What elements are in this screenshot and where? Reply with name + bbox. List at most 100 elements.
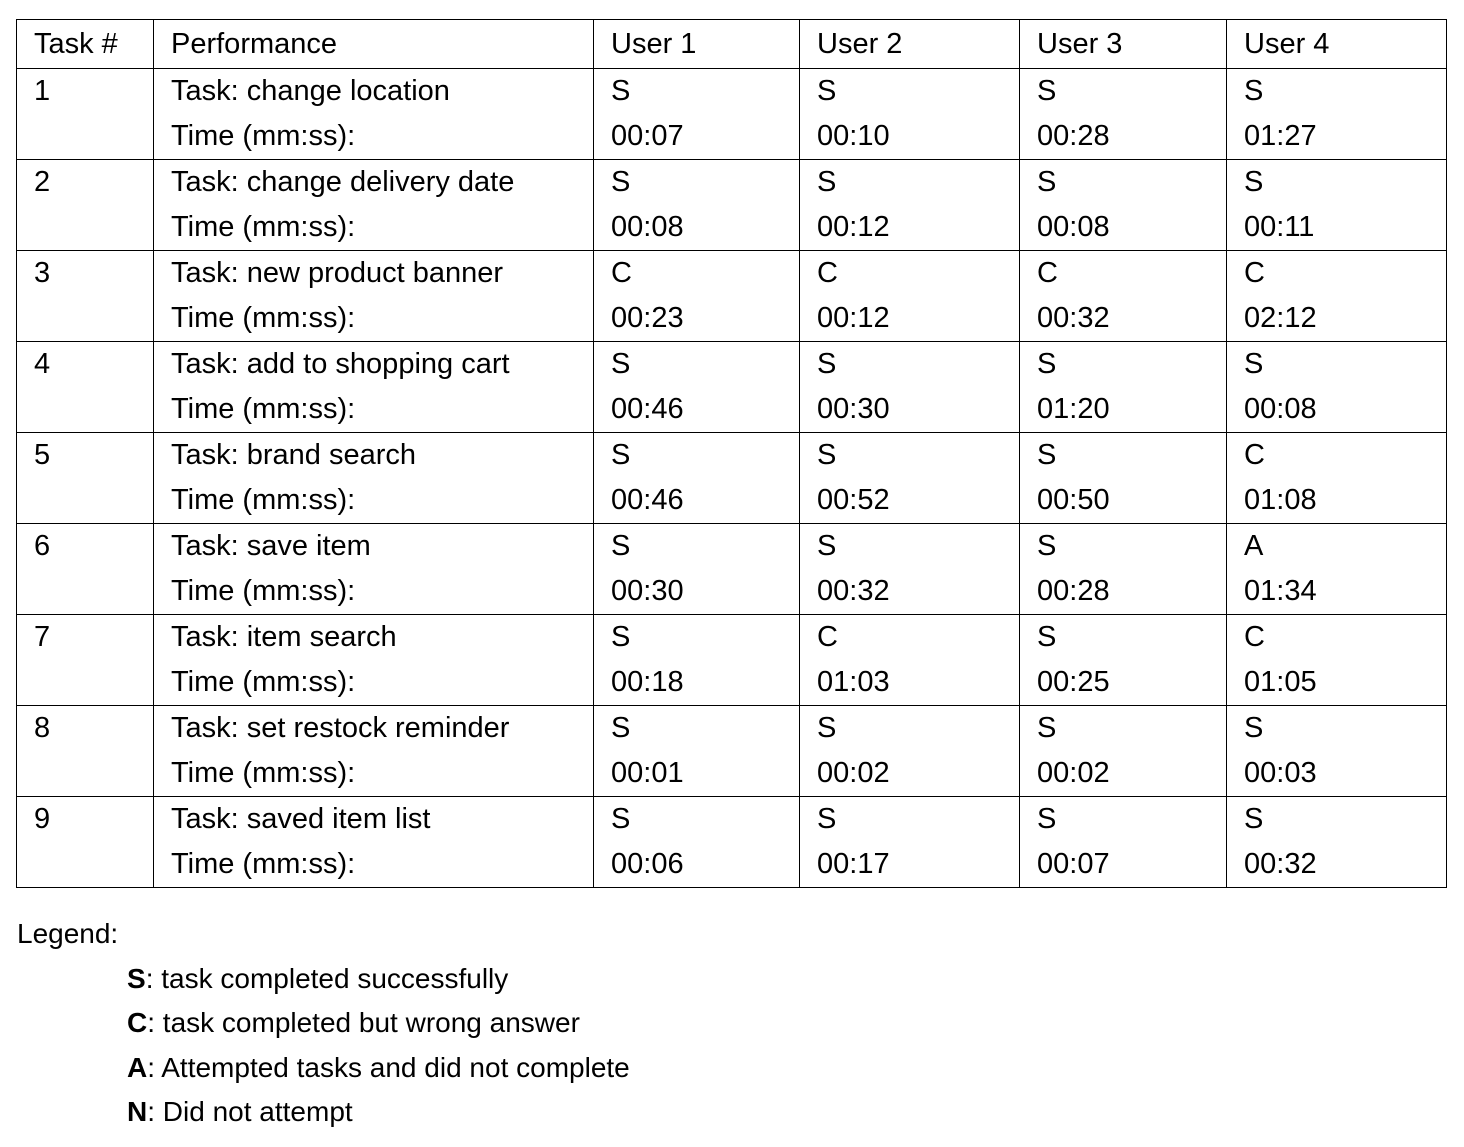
result-code: S [1037,75,1057,107]
result-time: 00:17 [817,848,890,880]
result-time: 00:08 [1037,211,1110,243]
legend-item: A: Attempted tasks and did not complete [127,1046,630,1091]
user-1-result: S 00:08 [593,159,800,251]
user-3-result: S 00:08 [1019,159,1227,251]
task-name: Task: brand search [171,439,417,471]
result-code: S [1037,166,1057,198]
task-name: Task: change location [171,75,450,107]
time-label: Time (mm:ss): [171,120,356,152]
user-2-result: S 00:17 [799,796,1020,888]
result-time: 01:34 [1244,575,1317,607]
task-number: 3 [16,250,154,342]
result-time: 00:28 [1037,120,1110,152]
result-time: 00:46 [611,484,684,516]
result-code: A [1244,530,1264,562]
result-time: 00:07 [611,120,684,152]
task-number: 7 [16,614,154,706]
result-code: S [611,439,631,471]
user-3-result: S 00:02 [1019,705,1227,797]
legend-code: N [127,1096,148,1127]
result-time: 00:23 [611,302,684,334]
result-time: 00:11 [1244,211,1315,243]
time-label: Time (mm:ss): [171,211,356,243]
table-row: 3 Task: new product banner Time (mm:ss): C 0… [16,250,1447,342]
user-4-result: S 00:11 [1226,159,1447,251]
task-number: 8 [16,705,154,797]
user-4-result: S 00:03 [1226,705,1447,797]
result-code: C [817,257,838,289]
user-2-result: S 00:12 [799,159,1020,251]
performance-cell: Task: brand search Time (mm:ss): [153,432,594,524]
result-code: C [1244,257,1265,289]
task-number: 9 [16,796,154,888]
result-code: S [1037,348,1057,380]
result-time: 02:12 [1244,302,1317,334]
result-time: 00:12 [817,211,890,243]
user-4-result: S 00:32 [1226,796,1447,888]
result-time: 00:07 [1037,848,1110,880]
legend-text: : Did not attempt [147,1096,353,1127]
performance-cell: Task: item search Time (mm:ss): [153,614,594,706]
time-label: Time (mm:ss): [171,484,356,516]
header-row: Task # Performance User 1 User 2 User 3 … [16,19,1447,69]
table-row: 6 Task: save item Time (mm:ss): S 00:30 S 00:3… [16,523,1447,615]
result-time: 00:32 [817,575,890,607]
result-code: S [611,621,631,653]
table-row: 7 Task: item search Time (mm:ss): S 00:18 C 01… [16,614,1447,706]
user-4-result: S 00:08 [1226,341,1447,433]
performance-cell: Task: set restock reminder Time (mm:ss): [153,705,594,797]
task-name: Task: set restock reminder [171,712,510,744]
user-3-result: S 00:07 [1019,796,1227,888]
table-row: 4 Task: add to shopping cart Time (mm:ss):… [16,341,1447,433]
legend-item: S: task completed successfully [127,957,630,1002]
result-code: S [611,530,631,562]
result-time: 00:18 [611,666,684,698]
result-code: S [1037,803,1057,835]
user-4-result: C 01:05 [1226,614,1447,706]
result-code: S [817,75,837,107]
result-code: S [611,803,631,835]
user-1-result: S 00:30 [593,523,800,615]
result-code: S [1037,439,1057,471]
header-user-1: User 1 [593,19,800,69]
result-time: 00:30 [611,575,684,607]
time-label: Time (mm:ss): [171,575,356,607]
user-1-result: S 00:01 [593,705,800,797]
user-1-result: C 00:23 [593,250,800,342]
result-code: S [611,348,631,380]
time-label: Time (mm:ss): [171,393,356,425]
user-2-result: S 00:30 [799,341,1020,433]
header-user-4: User 4 [1226,19,1447,69]
result-time: 00:12 [817,302,890,334]
performance-cell: Task: change delivery date Time (mm:ss): [153,159,594,251]
result-code: S [1037,712,1057,744]
user-2-result: S 00:02 [799,705,1020,797]
result-code: S [1244,348,1264,380]
task-name: Task: add to shopping cart [171,348,510,380]
user-1-result: S 00:07 [593,68,800,160]
result-time: 00:25 [1037,666,1110,698]
table-row: 9 Task: saved item list Time (mm:ss): S 00:0… [16,796,1447,888]
result-code: S [1037,621,1057,653]
result-code: C [1244,439,1265,471]
task-number: 5 [16,432,154,524]
table-row: 5 Task: brand search Time (mm:ss): S 00:46 S 0… [16,432,1447,524]
result-code: S [817,712,837,744]
legend-item: C: task completed but wrong answer [127,1001,630,1046]
result-time: 00:46 [611,393,684,425]
result-time: 00:50 [1037,484,1110,516]
header-user-2: User 2 [799,19,1020,69]
table-row: 2 Task: change delivery date Time (mm:ss):… [16,159,1447,251]
performance-cell: Task: add to shopping cart Time (mm:ss): [153,341,594,433]
legend-item: N: Did not attempt [127,1090,630,1135]
header-performance: Performance [153,19,594,69]
legend-title: Legend: [17,918,119,949]
user-1-result: S 00:46 [593,341,800,433]
task-name: Task: new product banner [171,257,504,289]
task-name: Task: item search [171,621,397,653]
result-time: 00:32 [1244,848,1317,880]
task-name: Task: saved item list [171,803,431,835]
time-label: Time (mm:ss): [171,302,356,334]
table-row: 1 Task: change location Time (mm:ss): S 00:0… [16,68,1447,160]
task-name: Task: save item [171,530,371,562]
